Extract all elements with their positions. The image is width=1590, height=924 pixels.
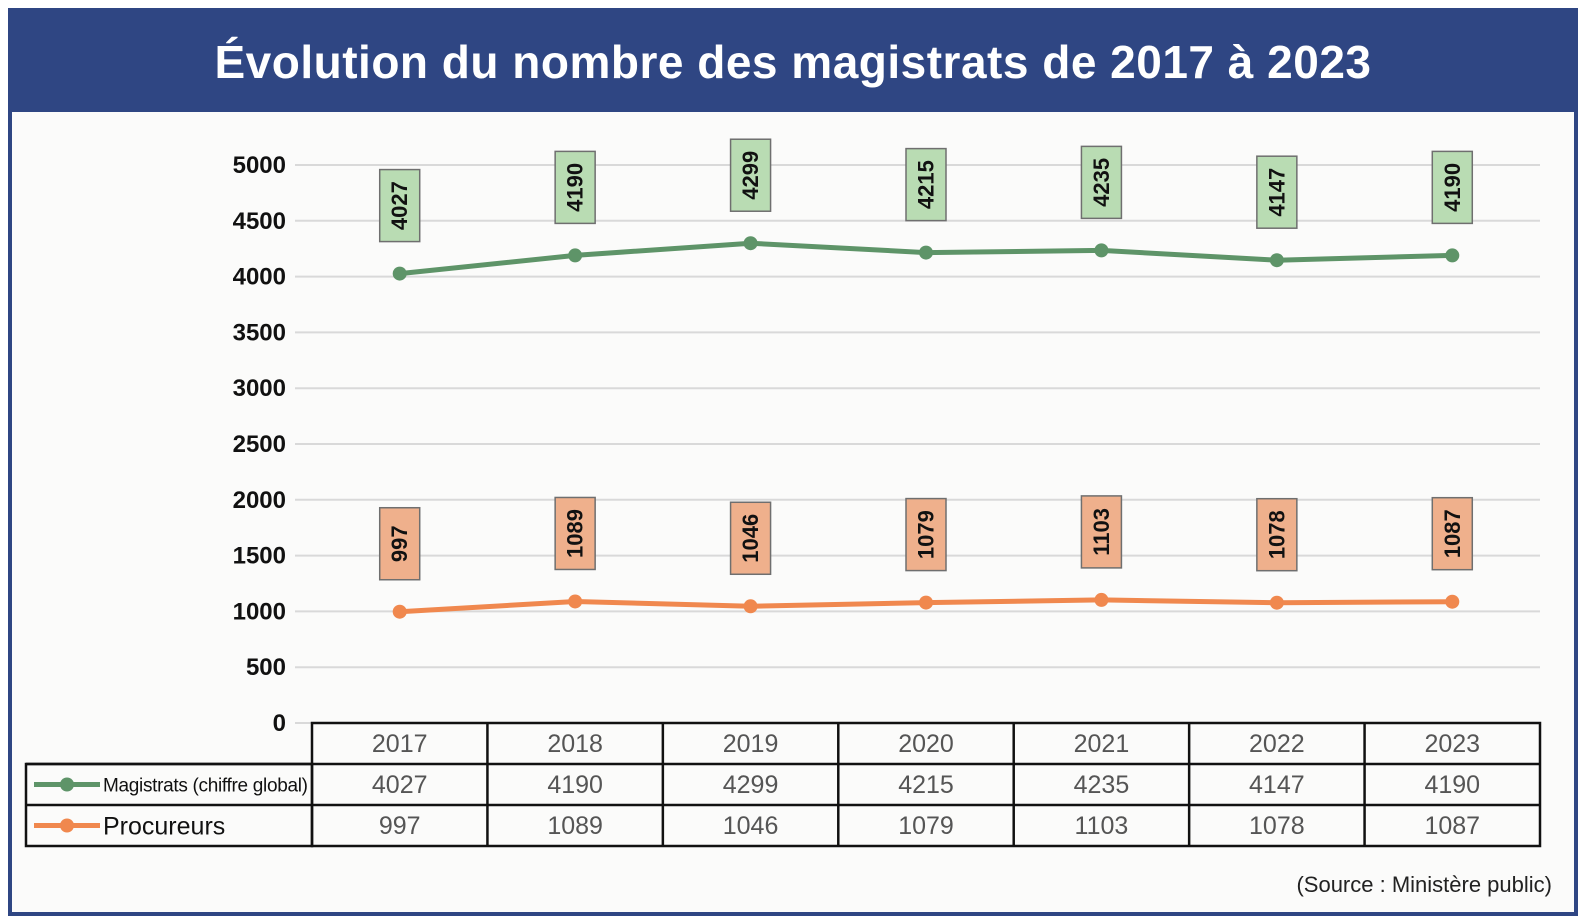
procureurs-point [919,595,933,610]
x-tick-label: 2019 [723,730,779,758]
procureurs-data-label: 1046 [738,514,763,563]
procureurs-point [1445,594,1460,609]
source-note: (Source : Ministère public) [1296,872,1552,897]
procureurs-legend-label: Procureurs [103,813,225,841]
magistrats-data-label: 4190 [1440,163,1465,212]
magistrats-data-label-box [1080,145,1123,220]
y-tick-label: 3000 [233,375,286,402]
procureurs-data-label: 1078 [1264,510,1289,559]
y-tick-label: 5000 [233,152,286,179]
procureurs-point [1269,595,1284,610]
procureurs-table-value: 1079 [898,812,954,840]
magistrats-table-value: 4190 [547,771,603,799]
y-tick-label: 1000 [233,598,286,625]
procureurs-data-label: 1079 [914,510,939,559]
magistrats-data-label: 4215 [914,160,939,209]
y-tick-label: 2000 [233,487,286,514]
magistrats-table-value: 4027 [372,771,428,799]
magistrats-point [1094,243,1109,258]
magistrats-point [1269,253,1284,268]
procureurs-table-value: 1087 [1424,812,1480,840]
x-tick-label: 2018 [547,730,603,758]
procureurs-data-label-box [905,497,947,572]
procureurs-data-label-box [1080,495,1123,569]
x-tick-label: 2022 [1249,730,1305,758]
procureurs-table-value: 1078 [1249,812,1305,840]
procureurs-table-value: 997 [379,812,421,840]
procureurs-data-label-box [1256,497,1298,572]
procureurs-data-label-box [1431,496,1474,571]
x-tick-label: 2021 [1074,730,1130,758]
magistrats-data-label: 4235 [1089,158,1114,207]
procureurs-data-label: 997 [387,525,412,562]
x-tick-label: 2017 [372,730,428,758]
x-tick-label: 2023 [1424,730,1480,758]
magistrats-data-label-box [729,138,772,212]
y-tick-label: 4000 [233,264,286,291]
magistrats-data-label: 4147 [1264,168,1289,217]
magistrats-legend-label: Magistrats (chiffre global) [103,776,308,797]
procureurs-point [568,594,583,609]
procureurs-table-value: 1089 [547,812,603,840]
x-tick-label: 2020 [898,730,954,758]
procureurs-data-label-box [378,506,421,581]
procureurs-data-label-box [554,496,596,571]
magistrats-point [392,266,407,281]
procureurs-table-value: 1103 [1075,812,1129,840]
magistrats-data-label: 4299 [738,151,763,200]
procureurs-data-label-box [729,501,772,576]
magistrats-table-value: 4235 [1074,771,1130,799]
magistrats-data-label-box [1256,155,1298,229]
procureurs-point [1094,592,1109,607]
magistrats-data-label-box [554,150,596,225]
y-tick-label: 0 [273,710,286,737]
procureurs-legend-marker [60,818,74,833]
magistrats-table-value: 4215 [898,771,954,799]
y-tick-label: 2500 [233,431,286,458]
magistrats-point [568,248,583,263]
magistrats-table-value: 4147 [1249,771,1305,799]
y-tick-label: 500 [246,654,286,681]
magistrats-data-label-box [1431,150,1474,225]
procureurs-point [743,599,758,614]
magistrats-data-label-box [378,168,421,243]
procureurs-table-value: 1046 [723,812,779,840]
y-tick-label: 3500 [233,319,286,346]
procureurs-data-label: 1103 [1089,508,1114,556]
magistrats-data-label: 4027 [387,181,412,230]
chart-title: Évolution du nombre des magistrats de 20… [12,12,1574,112]
magistrats-legend-marker [60,777,74,792]
magistrats-point [743,236,758,251]
magistrats-point [919,245,933,260]
procureurs-data-label: 1087 [1440,509,1465,558]
magistrats-data-label: 4190 [563,163,588,212]
magistrats-table-value: 4190 [1424,771,1480,799]
magistrats-point [1445,248,1460,263]
magistrats-data-label-box [905,147,947,222]
procureurs-point [392,604,407,619]
magistrats-table-value: 4299 [723,771,779,799]
y-tick-label: 4500 [233,208,286,235]
procureurs-data-label: 1089 [563,509,588,558]
y-tick-label: 1500 [233,543,286,570]
